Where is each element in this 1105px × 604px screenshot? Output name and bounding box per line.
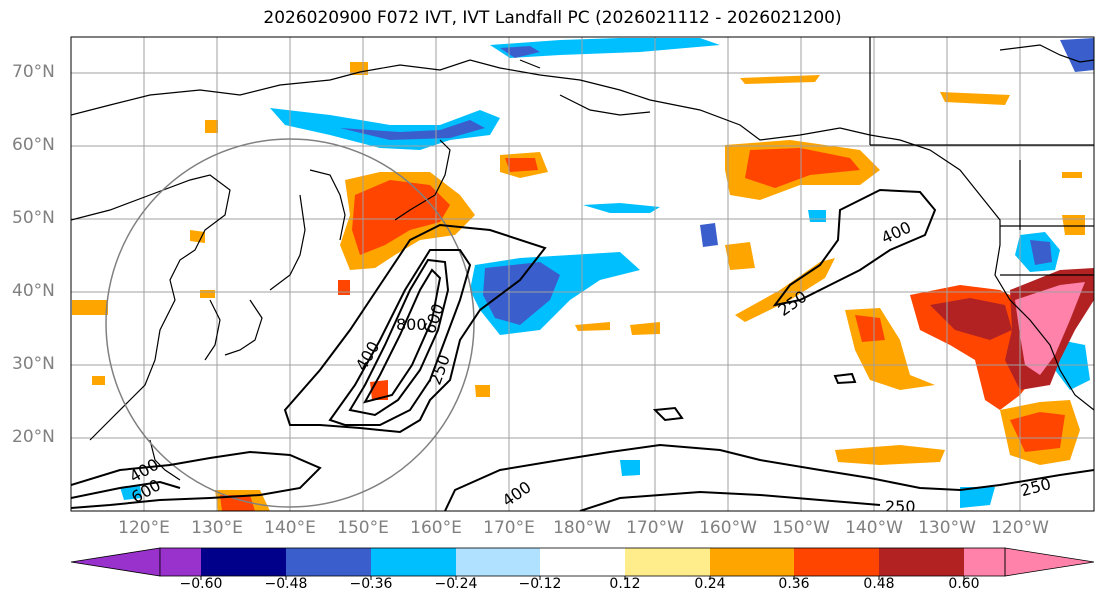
colorbar-swatch (625, 548, 710, 576)
colorbar-swatch (371, 548, 456, 576)
colorbar-swatch (879, 548, 964, 576)
lon-label: 130°E (191, 518, 243, 538)
lon-label: 170°E (483, 518, 535, 538)
colorbar-tick-label: 0.36 (778, 576, 810, 592)
map-frame (70, 36, 1095, 512)
colorbar-swatch (286, 548, 371, 576)
contour-label: 250 (885, 497, 916, 516)
lon-label: 150°W (772, 518, 830, 538)
lon-label: 130°W (918, 518, 976, 538)
colorbar-swatch (201, 548, 286, 576)
lat-label: 50°N (12, 208, 55, 228)
colorbar-tick-label: 0.60 (948, 576, 980, 592)
colorbar-tick-label: −0.12 (518, 576, 562, 592)
lon-label: 140°W (845, 518, 903, 538)
colorbar-swatch (964, 548, 1005, 576)
contour-label: 250 (1019, 474, 1053, 500)
lon-label: 170°W (626, 518, 684, 538)
lon-label: 180°W (553, 518, 611, 538)
graticule (71, 37, 1094, 511)
colorbar-tick-label: −0.48 (264, 576, 308, 592)
contour-label: 800 (396, 315, 427, 334)
colorbar-swatch (540, 548, 625, 576)
landfall-radius-circle (105, 138, 475, 508)
colorbar-tick-label: −0.36 (349, 576, 393, 592)
colorbar-tick-label: −0.24 (434, 576, 478, 592)
colorbar-tick-label: 0.48 (863, 576, 895, 592)
contour-label: 400 (499, 477, 535, 510)
lat-label: 70°N (12, 62, 55, 82)
lon-label: 140°E (264, 518, 316, 538)
map-title: 2026020900 F072 IVT, IVT Landfall PC (20… (263, 8, 842, 28)
pc-shading-positive (72, 62, 1094, 511)
colorbar-swatch (710, 548, 794, 576)
colorbar-tick-label: 0.24 (694, 576, 726, 592)
lat-label: 20°N (12, 427, 55, 447)
colorbar-tick-label: −0.60 (179, 576, 223, 592)
contour-label: 250 (426, 352, 454, 387)
colorbar-swatch (160, 548, 201, 576)
pc-shading-negative (120, 38, 1094, 508)
lon-label: 120°E (118, 518, 170, 538)
ivt-contours (71, 188, 1094, 511)
lon-label: 120°W (991, 518, 1049, 538)
lon-label: 160°E (410, 518, 462, 538)
lat-label: 60°N (12, 135, 55, 155)
coastlines (71, 37, 1094, 481)
lat-label: 40°N (12, 281, 55, 301)
colorbar-extend-high (1004, 547, 1095, 577)
lon-label: 160°W (699, 518, 757, 538)
colorbar-tick-label: 0.12 (609, 576, 641, 592)
colorbar-swatch (794, 548, 879, 576)
colorbar-extend-low (70, 547, 161, 577)
colorbar-swatch (456, 548, 540, 576)
lat-label: 30°N (12, 354, 55, 374)
lon-label: 150°E (337, 518, 389, 538)
colorbar (70, 547, 1095, 580)
